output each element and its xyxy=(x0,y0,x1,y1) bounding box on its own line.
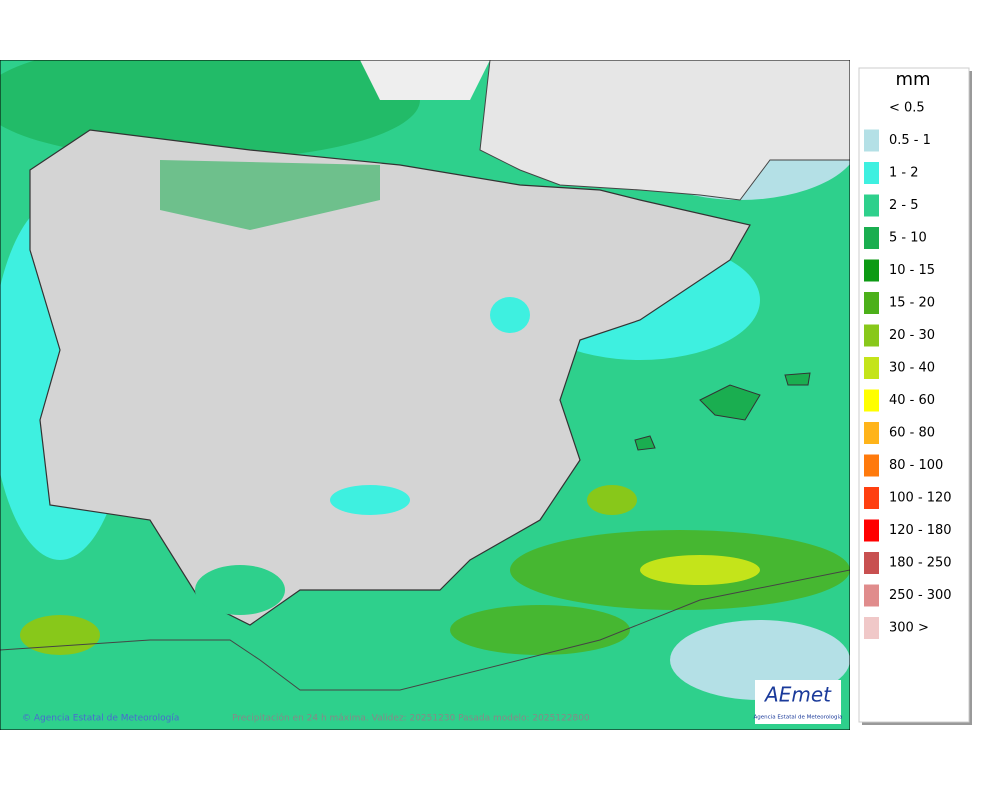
legend-label: 100 - 120 xyxy=(889,491,952,506)
legend-items: < 0.5 0.5 - 1 1 - 2 2 - 5 5 - 10 10 - 15 15 - … xyxy=(864,101,952,639)
legend-swatch xyxy=(864,129,879,152)
legend-label: 1 - 2 xyxy=(889,166,919,181)
legend-swatch xyxy=(864,194,879,217)
legend-swatch xyxy=(864,162,879,184)
logo-subtitle: Agencia Estatal de Meteorología xyxy=(754,714,843,721)
legend-label: 250 - 300 xyxy=(889,588,952,603)
legend-label: 10 - 15 xyxy=(889,263,935,278)
legend-swatch xyxy=(864,389,879,412)
legend-label: < 0.5 xyxy=(889,101,925,116)
legend-swatch xyxy=(864,454,879,477)
legend-label: 2 - 5 xyxy=(889,198,919,213)
legend-swatch xyxy=(864,292,879,314)
legend-swatch xyxy=(864,227,879,249)
legend-label: 15 - 20 xyxy=(889,296,935,311)
legend-label: 20 - 30 xyxy=(889,328,935,343)
legend-swatch xyxy=(864,357,879,379)
legend-swatch xyxy=(864,324,879,347)
legend-label: 0.5 - 1 xyxy=(889,133,931,148)
legend-swatch xyxy=(864,487,879,509)
logo-box xyxy=(755,680,841,724)
legend-label: 300 > xyxy=(889,621,929,636)
map xyxy=(0,60,850,730)
legend-label: 80 - 100 xyxy=(889,458,943,473)
legend-swatch xyxy=(864,519,879,542)
legend-swatch xyxy=(864,422,879,444)
legend-swatch xyxy=(864,552,879,574)
legend-label: 40 - 60 xyxy=(889,393,935,408)
copyright: © Agencia Estatal de Meteorología xyxy=(22,714,179,724)
legend-swatch xyxy=(864,259,879,282)
legend-swatch xyxy=(864,584,879,607)
legend-label: 60 - 80 xyxy=(889,426,935,441)
legend-label: 180 - 250 xyxy=(889,556,952,571)
caption: Precipitación en 24 h máxima. Validez: 2… xyxy=(232,713,590,724)
legend-label: 5 - 10 xyxy=(889,231,927,246)
legend-swatch xyxy=(864,617,879,639)
logo-name: AEmet xyxy=(763,683,832,707)
legend-title: mm xyxy=(895,69,930,90)
legend-label: 120 - 180 xyxy=(889,523,952,538)
legend-label: 30 - 40 xyxy=(889,361,935,376)
